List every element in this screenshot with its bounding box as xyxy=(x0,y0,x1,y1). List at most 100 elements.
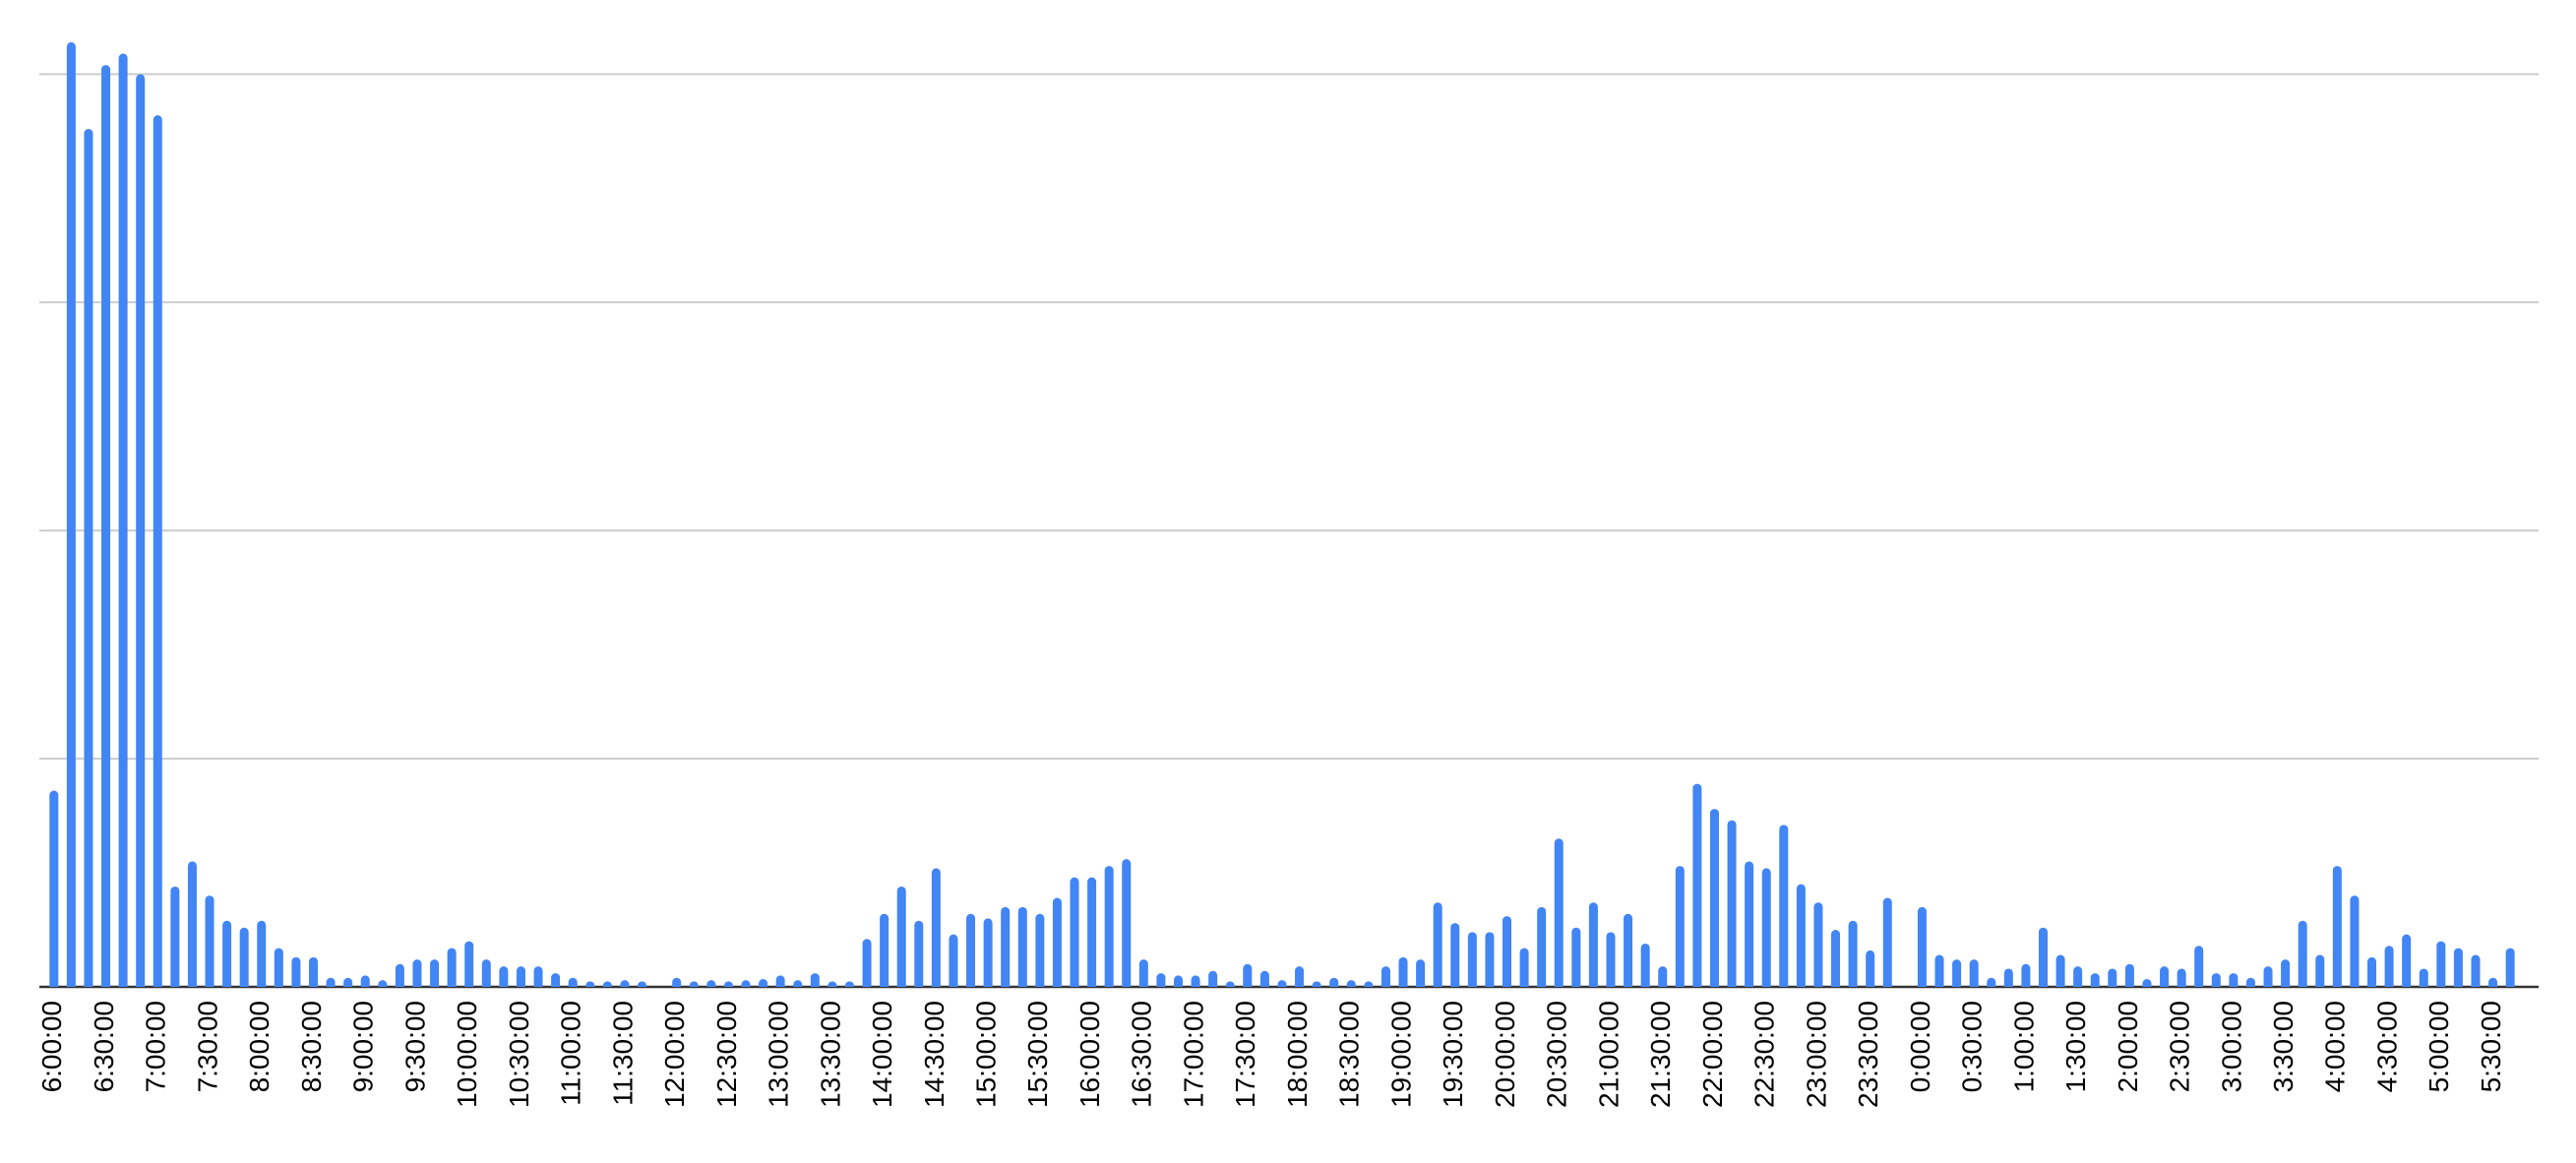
bar xyxy=(1761,868,1771,987)
bar xyxy=(638,981,647,987)
bar xyxy=(1295,966,1305,987)
x-tick-label: 14:30:00 xyxy=(919,1001,950,1108)
bar xyxy=(2021,963,2031,987)
x-tick-label: 11:30:00 xyxy=(607,1001,638,1106)
bar xyxy=(1917,906,1927,987)
bar xyxy=(1398,956,1408,987)
bar xyxy=(447,948,457,987)
bar xyxy=(2177,968,2186,987)
x-tick-label: 13:00:00 xyxy=(764,1001,794,1108)
bar xyxy=(966,913,976,987)
x-tick-label: 18:00:00 xyxy=(1282,1001,1313,1108)
x-tick-label: 19:00:00 xyxy=(1385,1001,1416,1108)
bar xyxy=(1675,866,1685,987)
bar xyxy=(1467,932,1477,987)
x-tick-label: 4:00:00 xyxy=(2320,1001,2351,1092)
bar xyxy=(1433,902,1442,987)
bar xyxy=(1138,959,1148,987)
bar xyxy=(1173,975,1183,987)
x-tick-label: 19:30:00 xyxy=(1438,1001,1468,1108)
bar xyxy=(153,115,162,988)
x-tick-label: 8:00:00 xyxy=(244,1001,275,1092)
bar xyxy=(464,941,474,987)
bar xyxy=(239,927,249,987)
bar xyxy=(308,956,318,987)
x-tick-label: 9:30:00 xyxy=(399,1001,430,1092)
bar xyxy=(2436,941,2446,987)
x-tick-label: 1:30:00 xyxy=(2060,1001,2091,1092)
bar xyxy=(1658,966,1668,987)
bar xyxy=(257,920,267,987)
x-tick-label: 5:30:00 xyxy=(2476,1001,2506,1092)
bar xyxy=(1796,884,1806,987)
bar xyxy=(2229,973,2239,987)
bar xyxy=(481,959,491,987)
x-tick-label: 12:00:00 xyxy=(659,1001,690,1108)
bar xyxy=(2298,920,2307,987)
x-tick-label: 10:30:00 xyxy=(504,1001,534,1108)
x-tick-label: 7:30:00 xyxy=(192,1001,222,1092)
bar xyxy=(136,74,146,987)
bar xyxy=(101,65,111,988)
bar xyxy=(1485,932,1495,987)
bar xyxy=(2142,979,2152,987)
bar xyxy=(2263,966,2273,987)
bar xyxy=(1087,877,1097,987)
x-tick-label: 3:00:00 xyxy=(2216,1001,2246,1092)
bar xyxy=(1277,980,1287,987)
bar xyxy=(2090,973,2100,987)
bar xyxy=(170,886,180,987)
x-tick-label: 17:30:00 xyxy=(1230,1001,1260,1108)
bar xyxy=(1866,949,1875,987)
bar xyxy=(2332,866,2342,987)
bar xyxy=(896,886,906,987)
x-tick-label: 2:30:00 xyxy=(2165,1001,2195,1092)
bar xyxy=(1416,959,1426,987)
bar xyxy=(880,913,889,987)
bar xyxy=(1624,913,1633,987)
bar xyxy=(1329,977,1339,987)
bar xyxy=(49,790,59,987)
bar xyxy=(2124,963,2134,987)
bar xyxy=(2453,948,2463,987)
bar xyxy=(118,53,128,988)
x-tick-label: 21:30:00 xyxy=(1645,1001,1676,1108)
bar xyxy=(1709,809,1719,987)
bar xyxy=(1606,932,1616,987)
x-tick-label: 23:30:00 xyxy=(1853,1001,1883,1108)
bar xyxy=(1519,948,1529,987)
x-tick-label: 6:30:00 xyxy=(89,1001,119,1092)
bar xyxy=(499,966,509,987)
bar xyxy=(1070,877,1079,987)
bar xyxy=(568,977,578,987)
x-tick-label: 15:30:00 xyxy=(1022,1001,1053,1108)
bar xyxy=(378,980,388,987)
bar xyxy=(360,975,370,987)
bar xyxy=(1035,913,1045,987)
bar xyxy=(274,948,283,987)
bar xyxy=(949,934,958,987)
bar xyxy=(1745,861,1754,987)
bar xyxy=(689,981,699,987)
x-tick-label: 16:00:00 xyxy=(1074,1001,1105,1108)
x-tick-label: 20:00:00 xyxy=(1490,1001,1520,1108)
bar xyxy=(205,895,215,987)
bar xyxy=(1346,980,1356,987)
bar xyxy=(533,966,543,987)
bar xyxy=(1156,973,1166,987)
x-tick-label: 12:30:00 xyxy=(711,1001,742,1108)
x-tick-label: 7:00:00 xyxy=(141,1001,171,1092)
x-tick-label: 2:00:00 xyxy=(2113,1001,2143,1092)
x-tick-label: 0:00:00 xyxy=(1905,1001,1935,1092)
x-tick-label: 16:30:00 xyxy=(1127,1001,1157,1108)
bar xyxy=(810,973,820,987)
bar xyxy=(1380,966,1390,987)
bar xyxy=(775,975,785,987)
bar xyxy=(2315,954,2325,987)
x-tick-label: 1:00:00 xyxy=(2008,1001,2039,1092)
bar xyxy=(291,956,301,987)
x-tick-label: 20:30:00 xyxy=(1542,1001,1572,1108)
bar xyxy=(2402,934,2412,987)
bar xyxy=(1503,916,1512,987)
x-tick-label: 4:30:00 xyxy=(2371,1001,2402,1092)
